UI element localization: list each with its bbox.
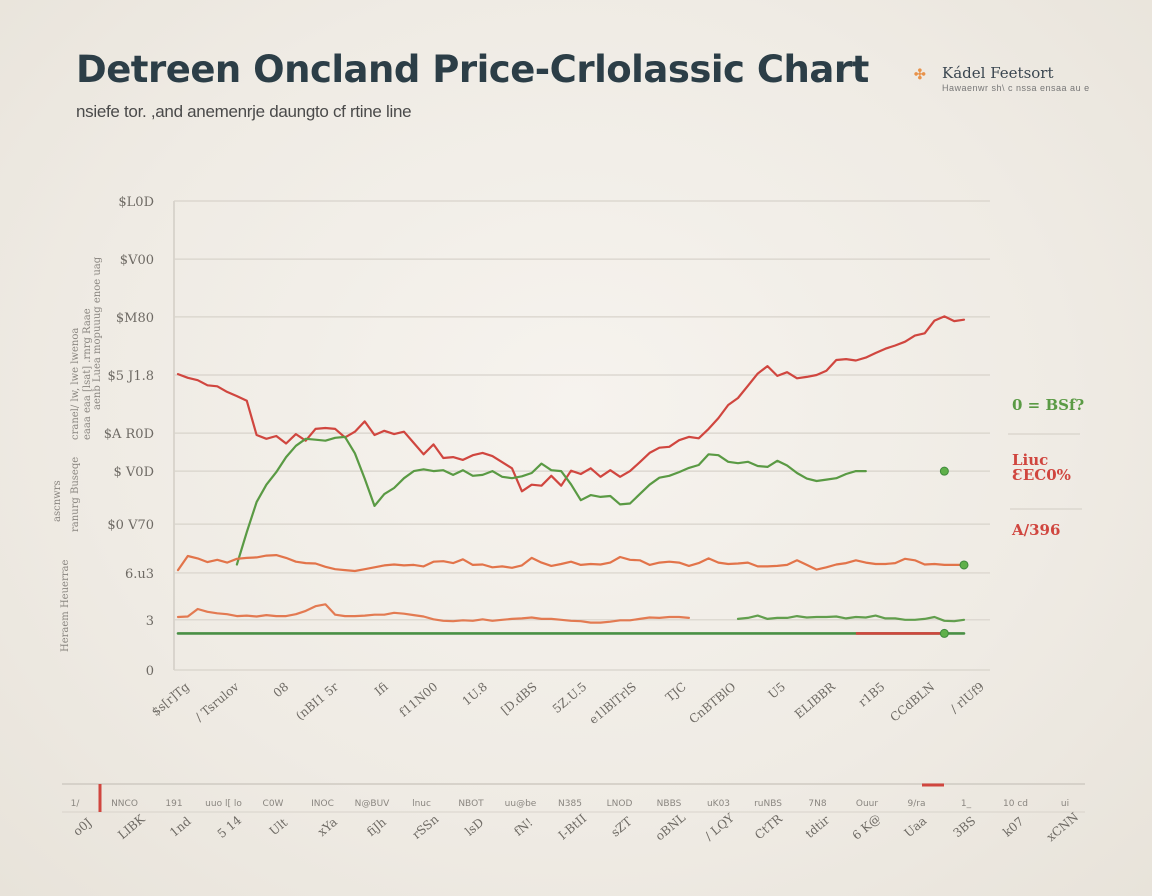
strip-bottom-label: 3BS xyxy=(950,814,978,841)
x-tick-label: 5Z.U.5 xyxy=(550,680,590,716)
strip-top-label: C0W xyxy=(263,799,284,809)
strip-bottom-label: Uaa xyxy=(902,814,930,840)
x-tick-label: CnBTBlO xyxy=(686,679,738,726)
x-tick-label: $s[r]Tg xyxy=(149,679,192,719)
strip-top-label: 191 xyxy=(165,799,182,809)
strip-bottom-label: xYa xyxy=(315,815,340,839)
brand-subtitle: Hawaenwr sh\ c nssa ensaa au e xyxy=(942,83,1090,93)
strip-top-label: N385 xyxy=(558,799,582,809)
chart-subtitle: nsiefe tor. ,and anemenrje daungto cf rt… xyxy=(76,102,412,121)
y-tick-label: 0 xyxy=(146,664,154,679)
strip-top-label: LNOD xyxy=(607,799,633,809)
strip-top-label: 7N8 xyxy=(808,799,826,809)
y-tick-label: 3 xyxy=(146,614,154,629)
strip-bottom-label: 5 14 xyxy=(215,813,245,841)
x-tick-label: r1B5 xyxy=(856,680,888,710)
x-tick-label: TJC xyxy=(663,680,689,705)
brand-name: Kádel Feetsort xyxy=(942,64,1054,82)
y-axis-ticks: $L0D $V00 $M80 $5 J1.8 $A R0D $ V0D $0 V70 6.u3… xyxy=(104,195,154,679)
x-axis-ticks: $s[r]Tg / Tsrulov 08 (nBI1 5r Ifi f11N00 1U.8[… xyxy=(149,679,987,727)
strip-top-label: NNCO xyxy=(111,799,138,809)
x-tick-label: Ifi xyxy=(372,680,391,699)
x-tick-label: ELIBBR xyxy=(792,679,839,721)
y-tick-label: $ V0D xyxy=(114,465,155,480)
strip-top-label: uK03 xyxy=(707,799,730,809)
end-marker xyxy=(939,628,949,638)
series-line-orange-lower xyxy=(176,603,690,624)
x-tick-label: U5 xyxy=(766,680,789,702)
strip-top-label: uu@be xyxy=(505,799,537,809)
x-tick-label: / rlUf9 xyxy=(948,680,987,716)
strip-bottom-label: rSSn xyxy=(410,812,442,842)
right-value-label: Liuc xyxy=(1012,451,1048,469)
series-line-green-lower xyxy=(736,614,966,623)
strip-bottom-label: lsD xyxy=(462,815,486,838)
y-tick-label: 6.u3 xyxy=(125,567,154,582)
strip-bottom-label: / LQY xyxy=(702,810,738,843)
strip-bottom-label: fiJh xyxy=(364,815,389,839)
strip-bottom-label: Ult xyxy=(267,815,291,838)
series-line-green-price xyxy=(235,435,867,566)
strip-top-label: Ouur xyxy=(856,799,878,809)
strip-top-label: N@BUV xyxy=(355,799,390,809)
strip-bottom-label: 6 K@ xyxy=(850,811,884,843)
x-tick-label: 08 xyxy=(271,680,292,701)
y-tick-label: $L0D xyxy=(118,195,154,210)
end-markers xyxy=(939,466,969,638)
bottom-strip: 1/NNCO 191 uuo l[ lo C0W INOC N@BUV lnuc NBOT uu… xyxy=(62,783,1085,844)
strip-bottom-label: sZT xyxy=(608,814,634,839)
y-tick-label: $A R0D xyxy=(104,427,154,442)
strip-bottom-label: oBNL xyxy=(653,810,688,843)
strip-bottom-label: I-BtII xyxy=(556,811,590,842)
strip-top-label: 1/ xyxy=(71,799,81,809)
right-value-label: ƐEC0% xyxy=(1012,466,1071,484)
y-tick-label: $5 J1.8 xyxy=(107,369,154,384)
right-value-label: A/396 xyxy=(1011,521,1060,539)
strip-top-label: 1_ xyxy=(961,799,972,809)
x-tick-label: f11N00 xyxy=(397,680,441,720)
x-tick-label: [D.dBS xyxy=(498,680,539,718)
strip-bottom-label: CtTR xyxy=(752,811,786,842)
strip-bottom-label: 1nd xyxy=(167,814,194,840)
strip-top-label: 10 cd xyxy=(1003,799,1028,809)
strip-bottom-label: tdtir xyxy=(803,813,833,841)
strip-top-label: uuo l[ lo xyxy=(205,799,242,809)
y-tick-label: $V00 xyxy=(120,253,154,268)
x-tick-label: (nBI1 5r xyxy=(293,679,341,723)
x-tick-label: CCdBLN xyxy=(887,680,937,725)
strip-bottom-label: LIBK xyxy=(115,811,148,842)
strip-top-label: NBBS xyxy=(657,799,682,809)
end-marker xyxy=(959,560,969,570)
x-tick-label: e1lBlTrlS xyxy=(586,680,639,727)
x-tick-label: / Tsrulov xyxy=(192,679,241,724)
strip-top-label: ruNBS xyxy=(754,799,782,809)
series-line-orange-upper xyxy=(176,554,966,573)
strip-top-label: INOC xyxy=(311,799,334,809)
strip-top-label: NBOT xyxy=(458,799,484,809)
end-marker xyxy=(939,466,949,476)
series-lines xyxy=(176,315,966,635)
series-line-red-price xyxy=(176,315,966,493)
chart-title: Detreen Oncland Price-Crlolassic Chart xyxy=(76,48,869,91)
y-tick-label: $M80 xyxy=(116,311,154,326)
strip-top-label: ui xyxy=(1061,799,1069,809)
strip-top-label: lnuc xyxy=(412,799,431,809)
x-tick-label: 1U.8 xyxy=(460,680,491,709)
right-value-label: 0 = BSf? xyxy=(1012,396,1084,414)
strip-top-label: 9/ra xyxy=(908,799,926,809)
y-tick-label: $0 V70 xyxy=(107,518,154,533)
strip-bottom-label: xCNN xyxy=(1044,810,1081,844)
brand-logo-icon: ✣ xyxy=(914,66,926,82)
strip-bottom-label: fN! xyxy=(511,815,535,838)
strip-bottom-label: k07 xyxy=(1000,814,1026,839)
strip-bottom-label: o0J xyxy=(70,815,94,838)
